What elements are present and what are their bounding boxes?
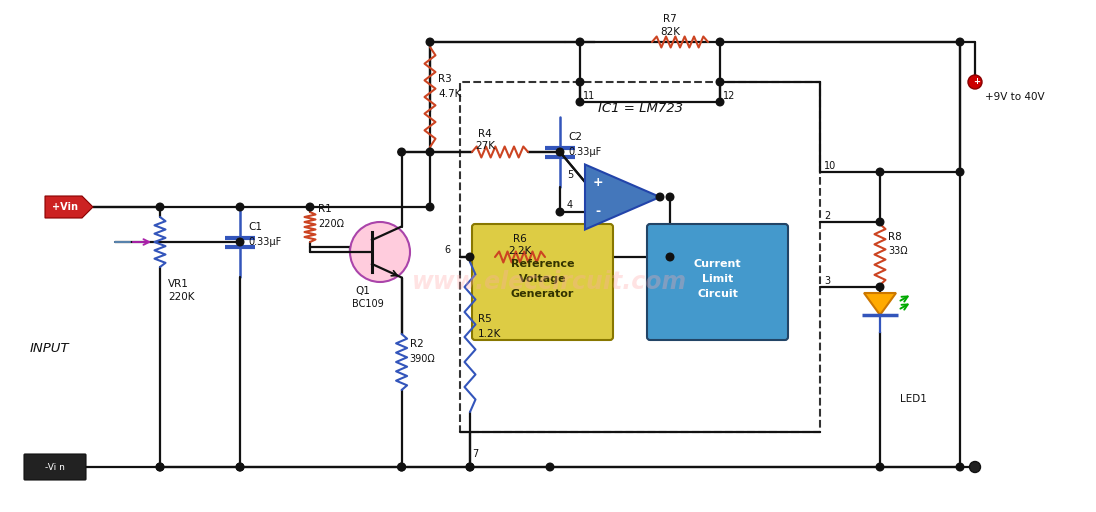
Circle shape xyxy=(350,222,410,282)
Text: Reference: Reference xyxy=(511,259,574,269)
Circle shape xyxy=(968,75,982,89)
Text: Q1: Q1 xyxy=(355,286,369,296)
Bar xyxy=(460,82,820,432)
Circle shape xyxy=(306,203,313,211)
Text: 10: 10 xyxy=(824,161,836,171)
Text: Current: Current xyxy=(694,259,741,269)
Circle shape xyxy=(876,463,883,471)
Text: 27K: 27K xyxy=(475,141,495,151)
Circle shape xyxy=(426,148,434,156)
Text: -: - xyxy=(595,205,601,219)
Text: 5: 5 xyxy=(567,170,573,180)
Circle shape xyxy=(556,208,563,216)
Text: 4: 4 xyxy=(567,200,573,210)
Text: LED1: LED1 xyxy=(900,394,927,404)
Circle shape xyxy=(956,463,963,471)
Circle shape xyxy=(398,148,406,156)
Circle shape xyxy=(970,461,981,473)
Text: R2: R2 xyxy=(410,339,423,349)
Circle shape xyxy=(876,218,883,226)
Circle shape xyxy=(576,98,584,106)
Polygon shape xyxy=(864,293,897,315)
Circle shape xyxy=(576,38,584,46)
Circle shape xyxy=(956,38,963,46)
Circle shape xyxy=(666,193,674,201)
Text: 2.2K: 2.2K xyxy=(509,246,532,256)
Circle shape xyxy=(556,148,563,156)
Circle shape xyxy=(398,463,406,471)
Text: Circuit: Circuit xyxy=(697,289,738,299)
Circle shape xyxy=(426,203,434,211)
Text: -Vi n: -Vi n xyxy=(45,462,65,472)
Circle shape xyxy=(237,463,243,471)
Text: 1.2K: 1.2K xyxy=(478,329,501,339)
Text: R3: R3 xyxy=(438,74,452,84)
Circle shape xyxy=(876,283,883,291)
Text: 220Ω: 220Ω xyxy=(318,219,344,229)
Text: 6: 6 xyxy=(444,245,450,255)
FancyBboxPatch shape xyxy=(647,224,788,340)
Circle shape xyxy=(237,463,243,471)
Text: +9V to 40V: +9V to 40V xyxy=(985,92,1044,102)
Polygon shape xyxy=(45,196,93,218)
Circle shape xyxy=(956,168,963,176)
Text: 2: 2 xyxy=(824,211,831,221)
Circle shape xyxy=(426,38,434,46)
Circle shape xyxy=(237,238,243,246)
Text: 0.33μF: 0.33μF xyxy=(248,237,282,247)
Circle shape xyxy=(157,463,163,471)
Text: 7: 7 xyxy=(472,449,478,459)
Text: R5: R5 xyxy=(478,314,492,324)
Text: 11: 11 xyxy=(583,91,595,101)
Text: C2: C2 xyxy=(568,132,582,142)
Text: R8: R8 xyxy=(888,231,902,242)
Text: 220K: 220K xyxy=(168,292,194,302)
Circle shape xyxy=(716,98,723,106)
Circle shape xyxy=(398,463,406,471)
Text: 33Ω: 33Ω xyxy=(888,246,907,257)
Text: 4.7K: 4.7K xyxy=(438,89,461,99)
Circle shape xyxy=(546,463,553,471)
Polygon shape xyxy=(585,164,660,229)
Text: C1: C1 xyxy=(248,222,262,232)
Circle shape xyxy=(657,193,664,201)
Text: R7: R7 xyxy=(663,14,677,24)
Text: Generator: Generator xyxy=(511,289,574,299)
Circle shape xyxy=(666,253,674,261)
Text: www.eleccircuit.com: www.eleccircuit.com xyxy=(412,270,687,294)
Text: +: + xyxy=(973,77,981,87)
Text: 82K: 82K xyxy=(660,27,680,37)
Text: IC1 = LM723: IC1 = LM723 xyxy=(597,102,683,115)
Text: 3: 3 xyxy=(824,276,830,286)
Circle shape xyxy=(716,78,723,86)
Text: VR1: VR1 xyxy=(168,279,189,289)
Text: BC109: BC109 xyxy=(352,299,384,309)
FancyBboxPatch shape xyxy=(24,454,85,480)
Text: R4: R4 xyxy=(478,129,492,139)
Circle shape xyxy=(716,38,723,46)
Text: Limit: Limit xyxy=(701,274,733,284)
Circle shape xyxy=(157,203,163,211)
Circle shape xyxy=(157,463,163,471)
FancyBboxPatch shape xyxy=(472,224,613,340)
Circle shape xyxy=(237,203,243,211)
Circle shape xyxy=(466,253,473,261)
Text: 12: 12 xyxy=(723,91,735,101)
Circle shape xyxy=(876,168,883,176)
Circle shape xyxy=(466,463,473,471)
Text: R6: R6 xyxy=(513,234,527,244)
Text: +: + xyxy=(593,176,603,188)
Text: +Vin: +Vin xyxy=(52,202,78,212)
Text: INPUT: INPUT xyxy=(30,342,70,355)
Text: 0.33μF: 0.33μF xyxy=(568,147,602,157)
Circle shape xyxy=(576,78,584,86)
Text: 390Ω: 390Ω xyxy=(410,354,435,364)
Text: Voltage: Voltage xyxy=(518,274,567,284)
Circle shape xyxy=(466,463,473,471)
Text: R1: R1 xyxy=(318,204,332,214)
